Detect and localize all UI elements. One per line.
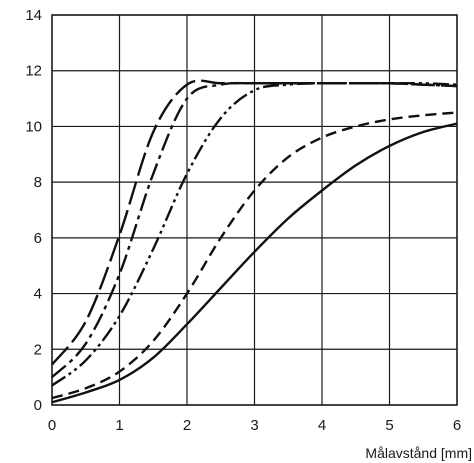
x-axis-label: Målavstånd [mm] xyxy=(365,445,472,461)
grid xyxy=(51,14,458,406)
x-tick-label: 3 xyxy=(250,417,258,434)
y-tick-label: 14 xyxy=(25,7,42,24)
series-line-solid xyxy=(51,122,458,404)
y-axis-ticks: 0 2 4 6 8 10 12 14 xyxy=(25,7,42,414)
x-tick-label: 6 xyxy=(453,417,461,434)
y-tick-label: 8 xyxy=(34,174,42,191)
x-tick-label: 0 xyxy=(48,417,56,434)
y-tick-label: 12 xyxy=(25,63,42,80)
series-line-long-dash xyxy=(51,79,458,366)
series-line-dash xyxy=(51,111,458,400)
series-layer xyxy=(51,79,458,404)
x-tick-label: 2 xyxy=(183,417,191,434)
x-axis-ticks: 0 1 2 3 4 5 6 xyxy=(48,417,461,434)
x-tick-label: 4 xyxy=(318,417,326,434)
y-tick-label: 6 xyxy=(34,230,42,247)
x-tick-label: 5 xyxy=(385,417,393,434)
y-tick-label: 4 xyxy=(34,286,42,303)
x-tick-label: 1 xyxy=(115,417,123,434)
y-tick-label: 2 xyxy=(34,341,42,358)
plot-frame xyxy=(51,14,458,406)
series-line-dash-dot-dot xyxy=(51,81,458,387)
y-tick-label: 0 xyxy=(34,397,42,414)
y-tick-label: 10 xyxy=(25,118,42,135)
